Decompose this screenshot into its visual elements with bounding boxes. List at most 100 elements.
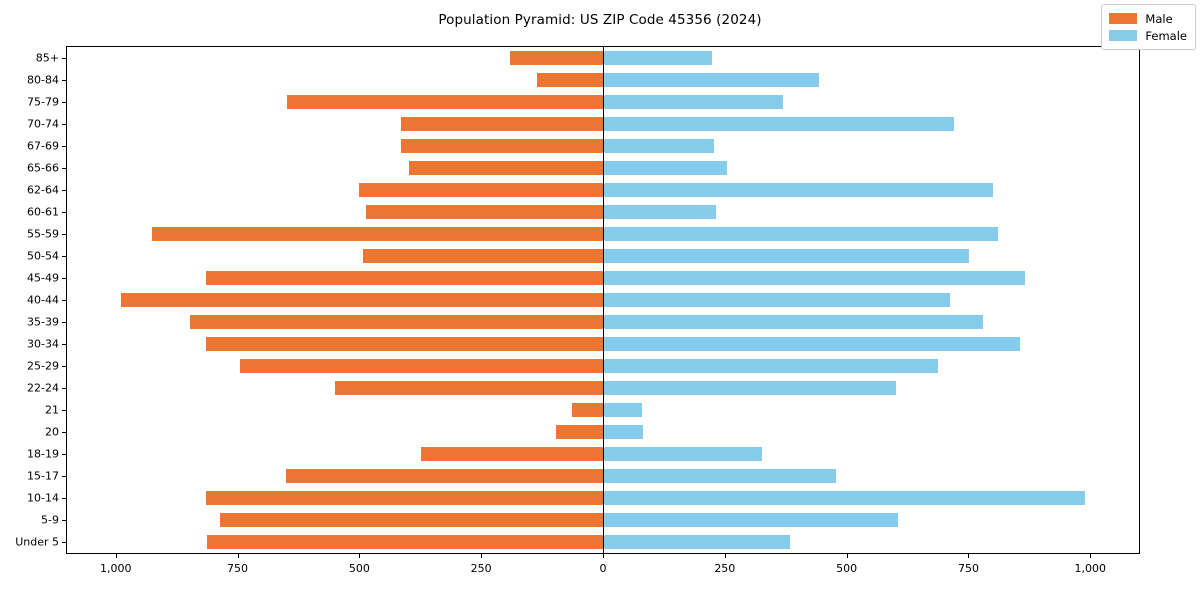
y-tick-mark <box>62 234 66 235</box>
bar-female-21 <box>603 403 642 417</box>
legend-swatch-male <box>1109 13 1138 24</box>
bar-row <box>67 205 1139 219</box>
bar-row <box>67 513 1139 527</box>
y-tick-label-62-64: 62-64 <box>27 183 59 197</box>
bar-male-67-69 <box>400 139 603 153</box>
y-tick-label-5-9: 5-9 <box>41 513 59 527</box>
bar-male-5-9 <box>220 513 603 527</box>
chart-legend: Male Female <box>1101 4 1196 50</box>
y-tick-label-45-49: 45-49 <box>27 271 59 285</box>
bar-female-62-64 <box>603 183 993 197</box>
legend-label-male: Male <box>1145 11 1173 26</box>
y-tick-mark <box>62 366 66 367</box>
bar-row <box>67 403 1139 417</box>
legend-entry-male[interactable]: Male <box>1109 10 1187 27</box>
x-tick-mark <box>968 554 970 558</box>
y-tick-label-10-14: 10-14 <box>27 491 59 505</box>
bar-male-30-34 <box>205 337 603 351</box>
bar-female-55-59 <box>603 227 998 241</box>
x-tick-label-1: 750 <box>227 562 249 575</box>
y-tick-mark <box>62 58 66 59</box>
x-tick-label-8: 1,000 <box>1074 562 1107 575</box>
x-tick-mark <box>481 554 483 558</box>
y-tick-label-50-54: 50-54 <box>27 249 59 263</box>
bar-row <box>67 95 1139 109</box>
bar-row <box>67 469 1139 483</box>
bar-female-10-14 <box>603 491 1086 505</box>
plot-area <box>66 46 1140 554</box>
bar-row <box>67 425 1139 439</box>
y-tick-label-21: 21 <box>45 403 59 417</box>
bar-male-22-24 <box>334 381 603 395</box>
bar-male-85+ <box>510 51 603 65</box>
bar-female-80-84 <box>603 73 819 87</box>
y-tick-mark <box>62 102 66 103</box>
y-tick-mark <box>62 322 66 323</box>
x-tick-mark <box>1090 554 1092 558</box>
y-tick-mark <box>62 520 66 521</box>
bar-male-20 <box>555 425 603 439</box>
x-tick-label-2: 500 <box>348 562 370 575</box>
x-tick-mark <box>603 554 604 558</box>
y-tick-mark <box>62 190 66 191</box>
bar-male-55-59 <box>152 227 603 241</box>
bar-female-85+ <box>603 51 713 65</box>
bar-row <box>67 447 1139 461</box>
x-tick-mark <box>846 554 848 558</box>
y-tick-mark <box>62 124 66 125</box>
y-tick-mark <box>62 432 66 433</box>
bar-female-65-66 <box>603 161 727 175</box>
bar-row <box>67 535 1139 549</box>
y-tick-mark <box>62 256 66 257</box>
bar-female-22-24 <box>603 381 896 395</box>
x-tick-label-0: 1,000 <box>99 562 132 575</box>
bar-female-70-74 <box>603 117 954 131</box>
bar-row <box>67 51 1139 65</box>
y-tick-label-75-79: 75-79 <box>27 95 59 109</box>
zero-axis-line <box>603 47 604 553</box>
y-tick-mark <box>62 80 66 81</box>
x-tick-mark <box>115 554 117 558</box>
y-tick-mark <box>62 476 66 477</box>
y-tick-label-70-74: 70-74 <box>27 117 59 131</box>
y-tick-label-under-5: Under 5 <box>15 535 59 549</box>
bar-male-50-54 <box>363 249 603 263</box>
bar-male-40-44 <box>120 293 603 307</box>
x-tick-label-6: 500 <box>836 562 858 575</box>
y-tick-label-67-69: 67-69 <box>27 139 59 153</box>
bar-female-18-19 <box>603 447 763 461</box>
bar-male-25-29 <box>239 359 603 373</box>
bar-row <box>67 139 1139 153</box>
bar-female-40-44 <box>603 293 950 307</box>
bar-male-80-84 <box>537 73 603 87</box>
y-tick-mark <box>62 278 66 279</box>
x-tick-label-3: 250 <box>470 562 492 575</box>
legend-swatch-female <box>1109 30 1138 41</box>
y-tick-label-60-61: 60-61 <box>27 205 59 219</box>
bar-female-under-5 <box>603 535 790 549</box>
bar-male-10-14 <box>205 491 603 505</box>
y-tick-mark <box>62 146 66 147</box>
bar-female-45-49 <box>603 271 1025 285</box>
bar-male-70-74 <box>400 117 603 131</box>
x-tick-mark <box>237 554 239 558</box>
y-tick-label-55-59: 55-59 <box>27 227 59 241</box>
bar-female-67-69 <box>603 139 715 153</box>
legend-entry-female[interactable]: Female <box>1109 27 1187 44</box>
bar-row <box>67 227 1139 241</box>
bar-female-50-54 <box>603 249 970 263</box>
bar-row <box>67 161 1139 175</box>
bar-row <box>67 381 1139 395</box>
bar-female-15-17 <box>603 469 836 483</box>
chart-title: Population Pyramid: US ZIP Code 45356 (2… <box>438 12 762 28</box>
y-tick-label-25-29: 25-29 <box>27 359 59 373</box>
bar-male-60-61 <box>366 205 603 219</box>
bar-female-75-79 <box>603 95 783 109</box>
bar-row <box>67 271 1139 285</box>
y-tick-label-80-84: 80-84 <box>27 73 59 87</box>
bar-female-20 <box>603 425 644 439</box>
y-tick-mark <box>62 168 66 169</box>
bar-female-5-9 <box>603 513 899 527</box>
y-tick-mark <box>62 388 66 389</box>
